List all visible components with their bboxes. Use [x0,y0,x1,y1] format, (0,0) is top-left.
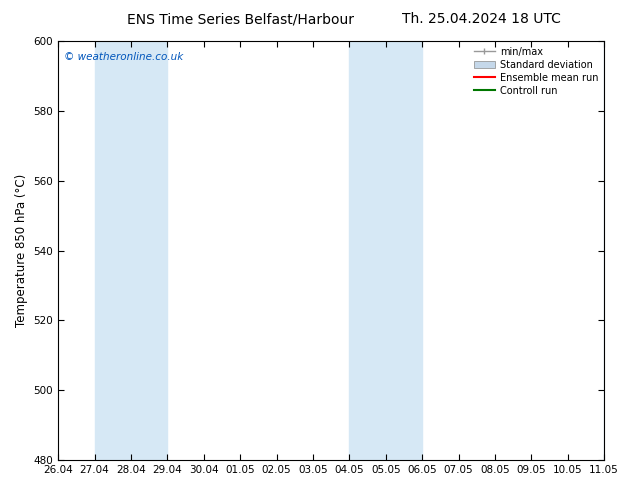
Bar [349,41,422,460]
Text: © weatheronline.co.uk: © weatheronline.co.uk [63,51,183,62]
Y-axis label: Temperature 850 hPa (°C): Temperature 850 hPa (°C) [15,174,28,327]
Bar [604,41,623,460]
Text: Th. 25.04.2024 18 UTC: Th. 25.04.2024 18 UTC [403,12,561,26]
Legend: min/max, Standard deviation, Ensemble mean run, Controll run: min/max, Standard deviation, Ensemble me… [470,43,602,99]
Text: ENS Time Series Belfast/Harbour: ENS Time Series Belfast/Harbour [127,12,354,26]
Bar [94,41,167,460]
